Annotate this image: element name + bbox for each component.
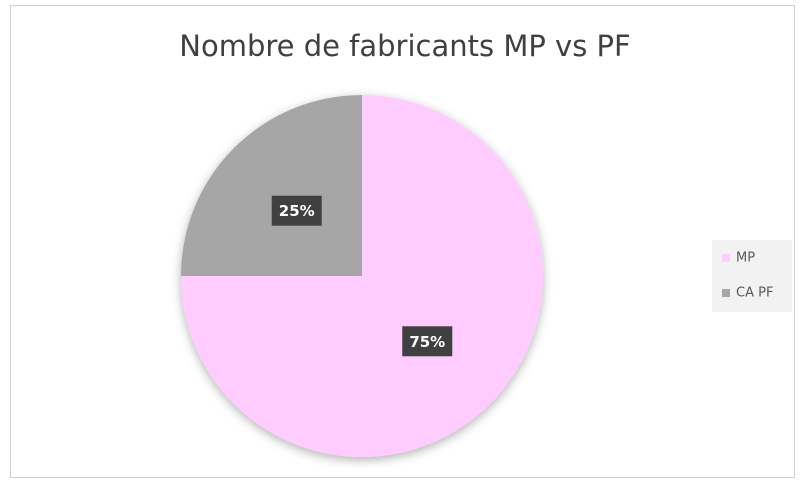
legend-box (712, 240, 792, 312)
data-label: 75% (409, 333, 445, 351)
legend-label: MP (736, 251, 755, 266)
pie (181, 95, 543, 457)
data-label: 25% (279, 202, 315, 220)
legend-swatch (722, 289, 730, 297)
legend-swatch (722, 254, 730, 262)
data-label-box (271, 195, 322, 226)
legend-label: CA PF (736, 286, 773, 301)
chart-title: Nombre de fabricants MP vs PF (179, 29, 630, 63)
pie-slice (181, 95, 362, 276)
data-label-box (402, 326, 453, 357)
